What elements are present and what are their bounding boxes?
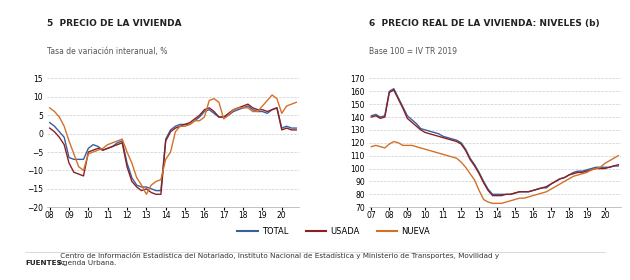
Text: Base 100 = IV TR 2019: Base 100 = IV TR 2019 — [369, 47, 457, 56]
Text: Centro de Información Estadística del Notariado, Instituto Nacional de Estadísti: Centro de Información Estadística del No… — [58, 252, 499, 266]
Legend: TOTAL, USADA, NUEVA: TOTAL, USADA, NUEVA — [234, 224, 433, 239]
Text: 6  PRECIO REAL DE LA VIVIENDA: NIVELES (b): 6 PRECIO REAL DE LA VIVIENDA: NIVELES (b… — [369, 19, 600, 28]
Text: Tasa de variación interanual, %: Tasa de variación interanual, % — [47, 47, 168, 56]
Text: FUENTES:: FUENTES: — [25, 260, 65, 266]
Text: 5  PRECIO DE LA VIVIENDA: 5 PRECIO DE LA VIVIENDA — [47, 19, 182, 28]
